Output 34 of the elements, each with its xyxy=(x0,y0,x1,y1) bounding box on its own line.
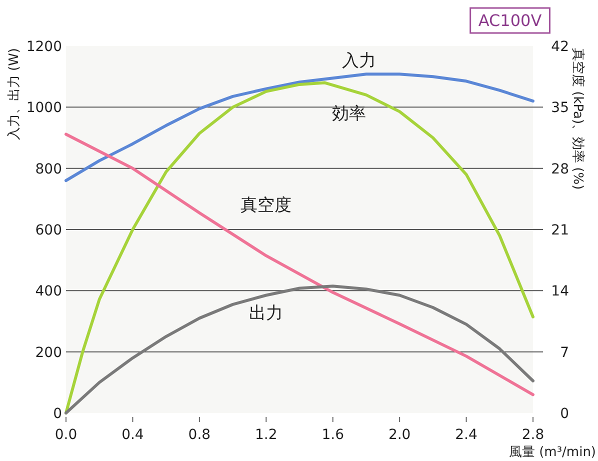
y-tick-label: 600 xyxy=(35,222,62,238)
chart-title: AC100V xyxy=(478,11,542,30)
y-tick-label: 800 xyxy=(35,161,62,178)
series-label: 出力 xyxy=(249,303,284,324)
y-tick-label: 0 xyxy=(53,406,62,422)
line-series xyxy=(64,81,534,414)
x-tick-label: 2.4 xyxy=(455,427,478,443)
y2-tick-label: 0 xyxy=(560,406,569,422)
y-tick-label: 200 xyxy=(35,344,62,361)
x-tick-label: 2.8 xyxy=(522,427,544,443)
y2-tick-label: 35 xyxy=(551,100,569,116)
line-series xyxy=(64,132,534,396)
y-tick-label: 1000 xyxy=(26,100,62,116)
series-label: 真空度 xyxy=(240,196,292,216)
y2-tick-label: 7 xyxy=(560,344,569,361)
x-tick-label: 0.0 xyxy=(54,427,78,443)
y2-axis-title: 真空度 (kPa)、効率 (%) xyxy=(570,48,586,190)
line-series xyxy=(64,284,534,414)
x-tick-label: 0.8 xyxy=(188,427,211,443)
line-series xyxy=(64,72,534,182)
y2-tick-label: 21 xyxy=(551,222,569,238)
x-tick-label: 1.6 xyxy=(322,427,344,443)
x-tick-label: 1.2 xyxy=(255,427,278,443)
y-axis-title: 入力、出力 (W) xyxy=(7,48,22,140)
x-tick-label: 0.4 xyxy=(122,427,144,443)
y2-tick-label: 42 xyxy=(551,39,569,55)
series-label: 入力 xyxy=(342,51,376,72)
y-tick-label: 1200 xyxy=(26,39,62,55)
y2-tick-label: 28 xyxy=(551,161,569,178)
x-tick-label: 2.0 xyxy=(388,427,411,443)
x-axis-title: 風量 (m³/min) xyxy=(508,445,596,460)
series-label: 効率 xyxy=(332,104,366,124)
y-tick-label: 400 xyxy=(35,284,62,300)
y2-tick-label: 14 xyxy=(551,284,570,300)
